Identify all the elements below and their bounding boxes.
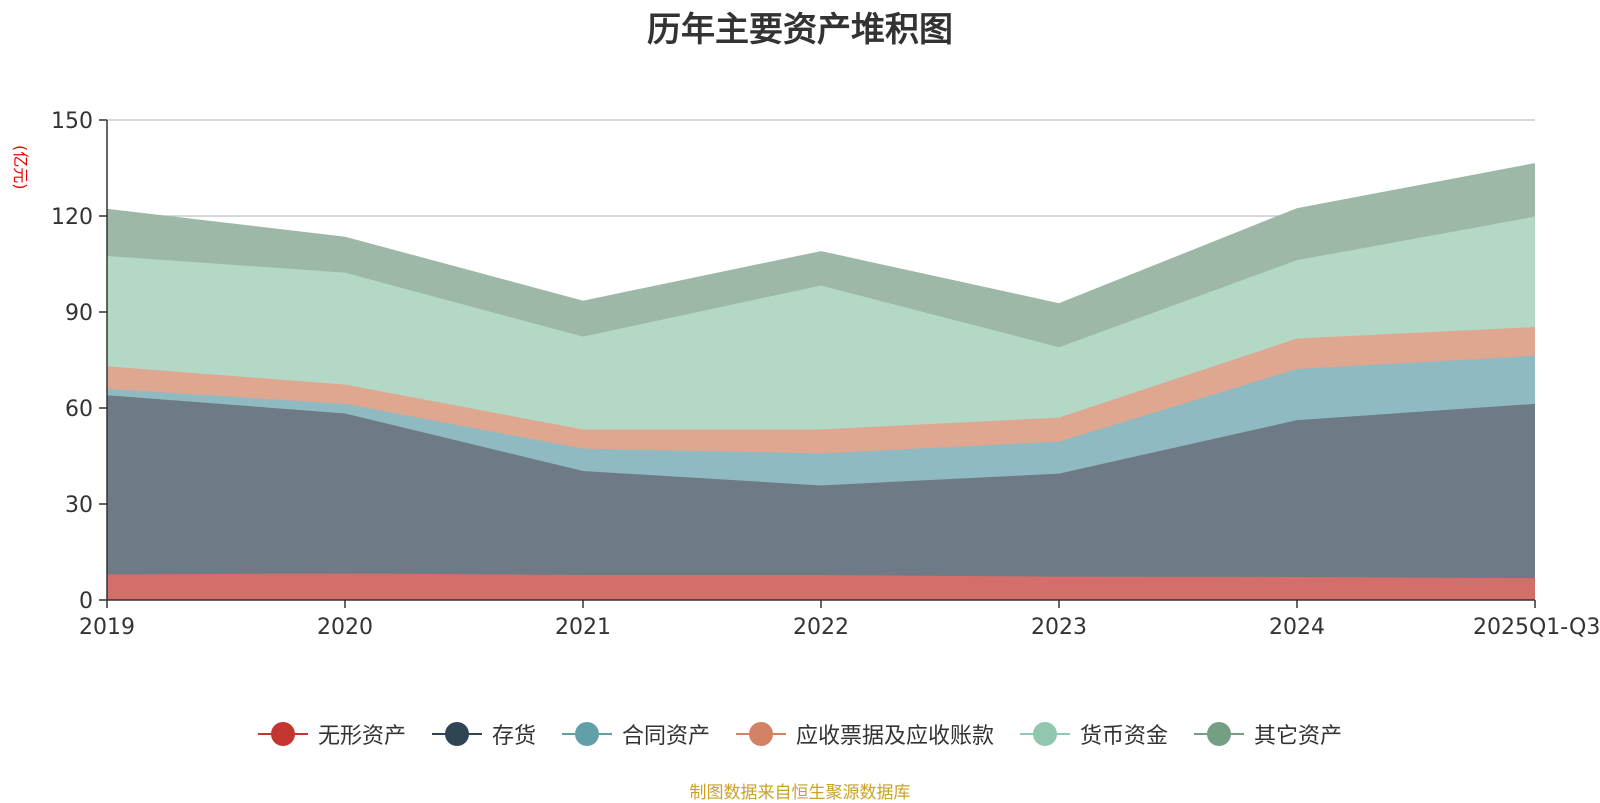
- x-tick-label: 2025Q1-Q3: [1473, 615, 1600, 640]
- legend-label: 应收票据及应收账款: [796, 724, 995, 749]
- area-series: [106, 163, 1536, 600]
- y-axis-ticks: 0 30 60 90 120 150: [51, 109, 107, 614]
- area-series-1: [107, 573, 1535, 600]
- legend-marker-icon: [1020, 721, 1071, 747]
- legend: 无形资产 存货 合同资产 应收票据及应收账款 货币资金 其它资产: [0, 718, 1600, 750]
- legend-item-2[interactable]: 存货: [431, 718, 536, 750]
- y-tick-label: 60: [65, 397, 93, 422]
- legend-label: 存货: [491, 724, 536, 749]
- y-tick-label: 90: [65, 301, 93, 326]
- x-axis-ticks: 2019 2020 2021 2022 2023 2024 2025Q1-Q3: [79, 600, 1600, 640]
- x-tick-label: 2022: [793, 615, 849, 640]
- source-note: 制图数据来自恒生聚源数据库: [689, 783, 911, 803]
- area-series-4: [107, 327, 1535, 454]
- legend-marker-icon: [431, 721, 482, 747]
- x-tick-label: 2020: [317, 615, 373, 640]
- legend-label: 货币资金: [1080, 724, 1169, 749]
- y-tick-label: 30: [65, 493, 93, 518]
- area-series-3: [107, 355, 1535, 486]
- legend-label: 无形资产: [317, 724, 406, 749]
- chart-title: 历年主要资产堆积图: [647, 10, 953, 50]
- area-series-6: [107, 163, 1535, 348]
- legend-item-3[interactable]: 合同资产: [561, 718, 710, 750]
- x-tick-label: 2023: [1031, 615, 1087, 640]
- y-tick-label: 0: [79, 589, 93, 614]
- legend-marker-icon: [561, 721, 612, 747]
- area-edge-6: [106, 163, 1536, 305]
- area-series-5: [107, 216, 1535, 430]
- y-tick-label: 150: [51, 109, 93, 134]
- x-tick-label: 2019: [79, 615, 135, 640]
- legend-item-4[interactable]: 应收票据及应收账款: [736, 718, 994, 750]
- x-tick-label: 2024: [1269, 615, 1325, 640]
- x-tick-label: 2021: [555, 615, 611, 640]
- y-tick-label: 120: [51, 205, 93, 230]
- area-series-2: [107, 395, 1535, 579]
- legend-item-6[interactable]: 其它资产: [1194, 718, 1342, 750]
- legend-marker-icon: [736, 721, 786, 747]
- legend-marker-icon: [257, 721, 308, 747]
- legend-label: 其它资产: [1254, 724, 1343, 749]
- legend-item-5[interactable]: 货币资金: [1020, 718, 1168, 750]
- legend-item-1[interactable]: 无形资产: [257, 718, 406, 750]
- legend-label: 合同资产: [621, 724, 710, 749]
- legend-marker-icon: [1194, 721, 1245, 747]
